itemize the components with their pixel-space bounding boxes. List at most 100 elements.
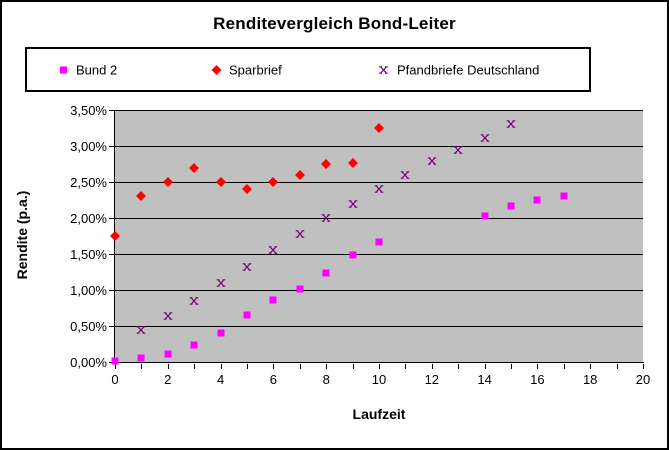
x-axis-tick xyxy=(511,364,512,369)
legend-label-pfandbriefe: Pfandbriefe Deutschland xyxy=(397,62,540,77)
square-marker-icon xyxy=(533,196,541,204)
x-tick-label: 18 xyxy=(582,372,598,387)
x-axis-tick xyxy=(247,364,248,369)
x-marker-icon xyxy=(137,325,146,334)
diamond-marker-icon xyxy=(162,177,173,187)
data-point-pfandbriefe-deutschland xyxy=(269,246,278,255)
data-point-sparbrief xyxy=(110,231,120,241)
y-axis-tick xyxy=(109,146,114,147)
data-point-pfandbriefe-deutschland xyxy=(321,214,331,223)
square-marker-icon xyxy=(507,202,515,210)
x-axis-tick xyxy=(616,364,618,369)
x-tick-label: 14 xyxy=(477,372,492,387)
x-axis-tick xyxy=(458,364,460,369)
data-point-bund-2 xyxy=(137,354,145,362)
x-marker-icon xyxy=(453,145,463,154)
x-tick-label: 0 xyxy=(111,372,119,387)
y-axis-tick xyxy=(109,254,114,255)
legend-entry-pfandbriefe: Pfandbriefe Deutschland xyxy=(379,62,539,77)
y-tick-label: 2,50% xyxy=(70,175,107,190)
y-tick-label: 0,50% xyxy=(70,319,107,334)
diamond-marker-icon xyxy=(136,191,147,202)
data-point-sparbrief xyxy=(268,177,279,187)
x-marker-icon xyxy=(269,246,278,255)
square-marker-icon xyxy=(560,192,568,200)
x-marker-icon xyxy=(348,199,357,208)
diamond-marker-icon xyxy=(215,177,226,187)
square-marker-icon xyxy=(60,66,67,73)
x-axis-tick xyxy=(563,364,565,369)
data-point-pfandbriefe-deutschland xyxy=(374,185,384,194)
data-point-bund-2 xyxy=(322,269,330,277)
legend-entry-bund-2: Bund 2 xyxy=(60,62,117,77)
gridline-1,50% xyxy=(115,254,643,255)
x-axis-tick xyxy=(273,364,275,369)
data-point-bund-2 xyxy=(296,285,304,293)
square-marker-icon xyxy=(137,354,145,362)
x-marker-icon xyxy=(321,214,331,222)
x-marker-icon xyxy=(374,185,384,193)
x-axis-tick xyxy=(431,364,433,369)
x-marker-icon xyxy=(163,312,173,320)
data-point-sparbrief xyxy=(136,191,147,202)
data-point-bund-2 xyxy=(375,238,383,246)
data-point-bund-2 xyxy=(111,357,119,365)
data-point-sparbrief xyxy=(294,169,305,180)
data-point-sparbrief xyxy=(321,159,332,169)
data-point-pfandbriefe-deutschland xyxy=(189,296,199,305)
x-axis-tick xyxy=(484,364,486,369)
y-axis-tick xyxy=(109,110,114,111)
y-tick-label: 1,50% xyxy=(70,247,107,262)
data-point-bund-2 xyxy=(560,192,568,200)
data-point-bund-2 xyxy=(164,350,172,358)
y-axis-tick xyxy=(109,182,114,183)
data-point-pfandbriefe-deutschland xyxy=(506,120,516,129)
square-marker-icon xyxy=(322,269,330,277)
data-point-sparbrief xyxy=(347,157,358,168)
x-axis-tick xyxy=(299,364,301,369)
diamond-marker-icon xyxy=(189,162,200,173)
x-axis-tick xyxy=(590,364,592,369)
x-axis-tick xyxy=(379,364,380,369)
gridline-3,00% xyxy=(115,146,643,147)
x-axis-line xyxy=(114,362,644,363)
x-tick-label: 20 xyxy=(635,372,651,387)
x-tick-label: 2 xyxy=(164,372,172,387)
legend-entry-sparbrief: Sparbrief xyxy=(211,62,282,77)
diamond-marker-icon xyxy=(242,184,252,195)
data-point-bund-2 xyxy=(507,202,515,210)
x-tick-label: 12 xyxy=(424,372,440,387)
y-tick-label: 0,00% xyxy=(70,355,107,370)
x-axis-tick xyxy=(141,364,143,369)
data-point-pfandbriefe-deutschland xyxy=(295,229,305,238)
square-marker-icon xyxy=(296,285,304,293)
gridline-3,50% xyxy=(115,110,643,111)
y-tick-label: 2,00% xyxy=(70,211,107,226)
y-axis-tick xyxy=(109,290,114,291)
square-marker-icon xyxy=(269,296,277,304)
x-marker-icon xyxy=(379,65,388,74)
square-marker-icon xyxy=(190,341,198,349)
y-axis-tick xyxy=(109,218,114,219)
x-axis-tick xyxy=(326,364,328,369)
gridline-0,50% xyxy=(115,326,643,327)
square-marker-icon xyxy=(164,350,172,358)
x-marker-icon xyxy=(506,120,516,129)
y-tick-label: 3,00% xyxy=(70,139,107,154)
x-axis-tick xyxy=(537,364,539,369)
data-point-pfandbriefe-deutschland xyxy=(401,170,410,179)
x-marker-icon xyxy=(216,278,225,287)
diamond-marker-icon xyxy=(294,169,305,180)
x-marker-icon xyxy=(480,134,489,142)
gridline-2,50% xyxy=(115,182,643,183)
legend-label-bund-2: Bund 2 xyxy=(76,62,118,77)
data-point-pfandbriefe-deutschland xyxy=(427,157,437,166)
diamond-marker-icon xyxy=(110,231,120,241)
diamond-marker-icon xyxy=(211,64,222,75)
x-marker-icon xyxy=(242,263,252,271)
x-axis-tick xyxy=(643,364,644,369)
diamond-marker-icon xyxy=(347,157,358,168)
square-marker-icon xyxy=(481,212,489,220)
x-axis-tick xyxy=(115,364,116,369)
